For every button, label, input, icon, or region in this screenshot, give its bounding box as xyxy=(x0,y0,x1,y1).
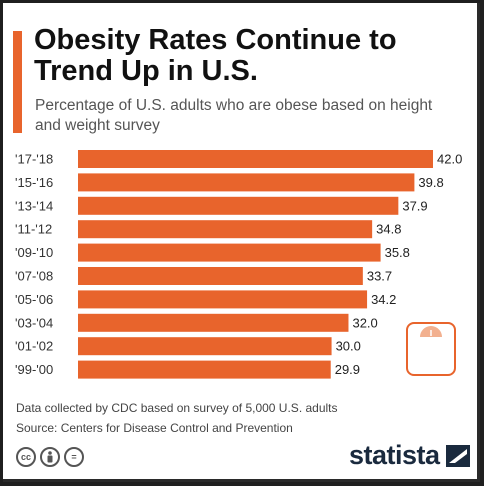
page-title: Obesity Rates Continue to Trend Up in U.… xyxy=(34,24,397,87)
category-label: '03-'04 xyxy=(15,315,53,330)
brand-name: statista xyxy=(349,440,440,470)
bar[interactable] xyxy=(78,196,399,215)
value-label: 35.8 xyxy=(385,245,410,260)
creative-commons-icon[interactable]: cc xyxy=(16,447,36,467)
source-text: Source: Centers for Disease Control and … xyxy=(16,421,293,435)
no-derivatives-icon[interactable]: = xyxy=(64,447,84,467)
category-label: '11-'12 xyxy=(15,222,52,237)
license-icons: cc = xyxy=(16,447,84,467)
value-label: 37.9 xyxy=(402,198,427,213)
category-label: '09-'10 xyxy=(15,245,53,260)
category-label: '99-'00 xyxy=(15,362,53,377)
bar[interactable] xyxy=(78,337,332,356)
bar-chart: '17-'18 42.0 '15-'16 39.8 '13-'14 37.9 '11-'12… xyxy=(15,150,462,379)
chart-note: Data collected by CDC based on survey of… xyxy=(16,401,338,415)
bar[interactable] xyxy=(78,313,349,332)
category-label: '17-'18 xyxy=(15,152,53,167)
category-label: '13-'14 xyxy=(15,198,53,213)
value-label: 33.7 xyxy=(367,269,392,284)
bar[interactable] xyxy=(78,243,381,262)
bar[interactable] xyxy=(78,220,373,239)
subtitle: Percentage of U.S. adults who are obese … xyxy=(35,97,433,134)
bar[interactable] xyxy=(78,173,415,192)
category-label: '07-'08 xyxy=(15,269,53,284)
bar[interactable] xyxy=(78,150,433,168)
statista-logo-icon xyxy=(445,444,470,467)
value-label: 34.8 xyxy=(376,222,401,237)
value-label: 32.0 xyxy=(352,315,377,330)
category-label: '05-'06 xyxy=(15,292,53,307)
bar[interactable] xyxy=(78,360,331,379)
category-label: '01-'02 xyxy=(15,339,53,354)
value-label: 34.2 xyxy=(371,292,396,307)
bar[interactable] xyxy=(78,290,368,309)
value-label: 39.8 xyxy=(418,175,443,190)
value-label: 30.0 xyxy=(336,339,361,354)
scale-icon xyxy=(406,322,456,376)
brand-logo[interactable]: statista xyxy=(349,440,470,471)
value-label: 42.0 xyxy=(437,152,462,167)
infographic-card: Obesity Rates Continue to Trend Up in U.… xyxy=(3,3,480,482)
bar[interactable] xyxy=(78,267,363,285)
attribution-icon[interactable] xyxy=(40,447,60,467)
value-label: 29.9 xyxy=(335,362,360,377)
category-label: '15-'16 xyxy=(15,175,53,190)
accent-bar xyxy=(13,31,22,133)
